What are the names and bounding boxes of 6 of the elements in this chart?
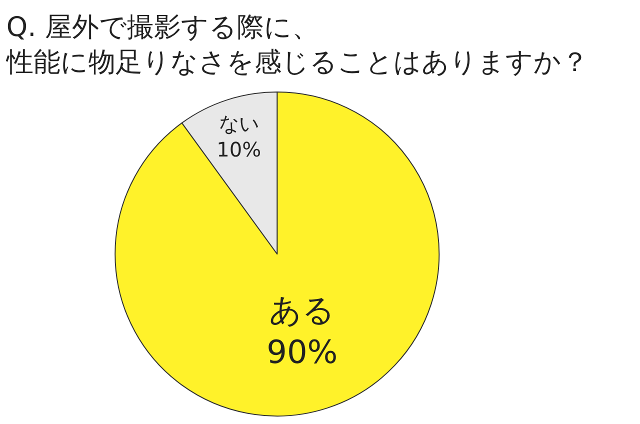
data-label: 90%	[266, 332, 338, 371]
data-label: 10%	[216, 137, 262, 162]
pie-slice	[114, 92, 440, 416]
chart-title: Q. 屋外で撮影する際に、性能に物足りなさを感じることはありますか？	[5, 12, 588, 78]
slice-label: ある	[269, 291, 336, 330]
slice-label: ない	[218, 111, 259, 136]
